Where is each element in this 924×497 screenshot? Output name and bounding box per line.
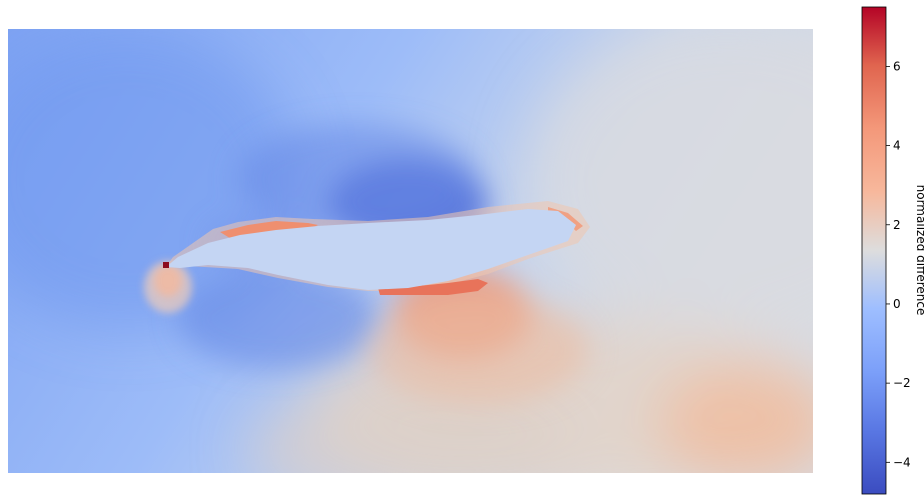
colorbar-label: normalized difference (914, 185, 924, 316)
colorbar-tick-label: 4 (893, 139, 901, 153)
airfoil-interior (166, 209, 576, 290)
colorbar-tick-label: −2 (893, 376, 911, 390)
colorbar-tick-label: 2 (893, 218, 901, 232)
high-region (368, 269, 588, 404)
colorbar-tick-label: −4 (893, 455, 911, 469)
colorbar-tick-label: 6 (893, 59, 901, 73)
colorbar: −4 −2 0 2 4 6 normalized difference (861, 6, 924, 495)
colorbar-tick-label: 0 (893, 297, 901, 311)
leading-edge-blob (144, 261, 192, 313)
max-value-pixel (163, 262, 169, 268)
colorbar-ticks: −4 −2 0 2 4 6 (886, 59, 911, 469)
heatmap-plot (8, 29, 813, 473)
colorbar-gradient (861, 6, 887, 495)
